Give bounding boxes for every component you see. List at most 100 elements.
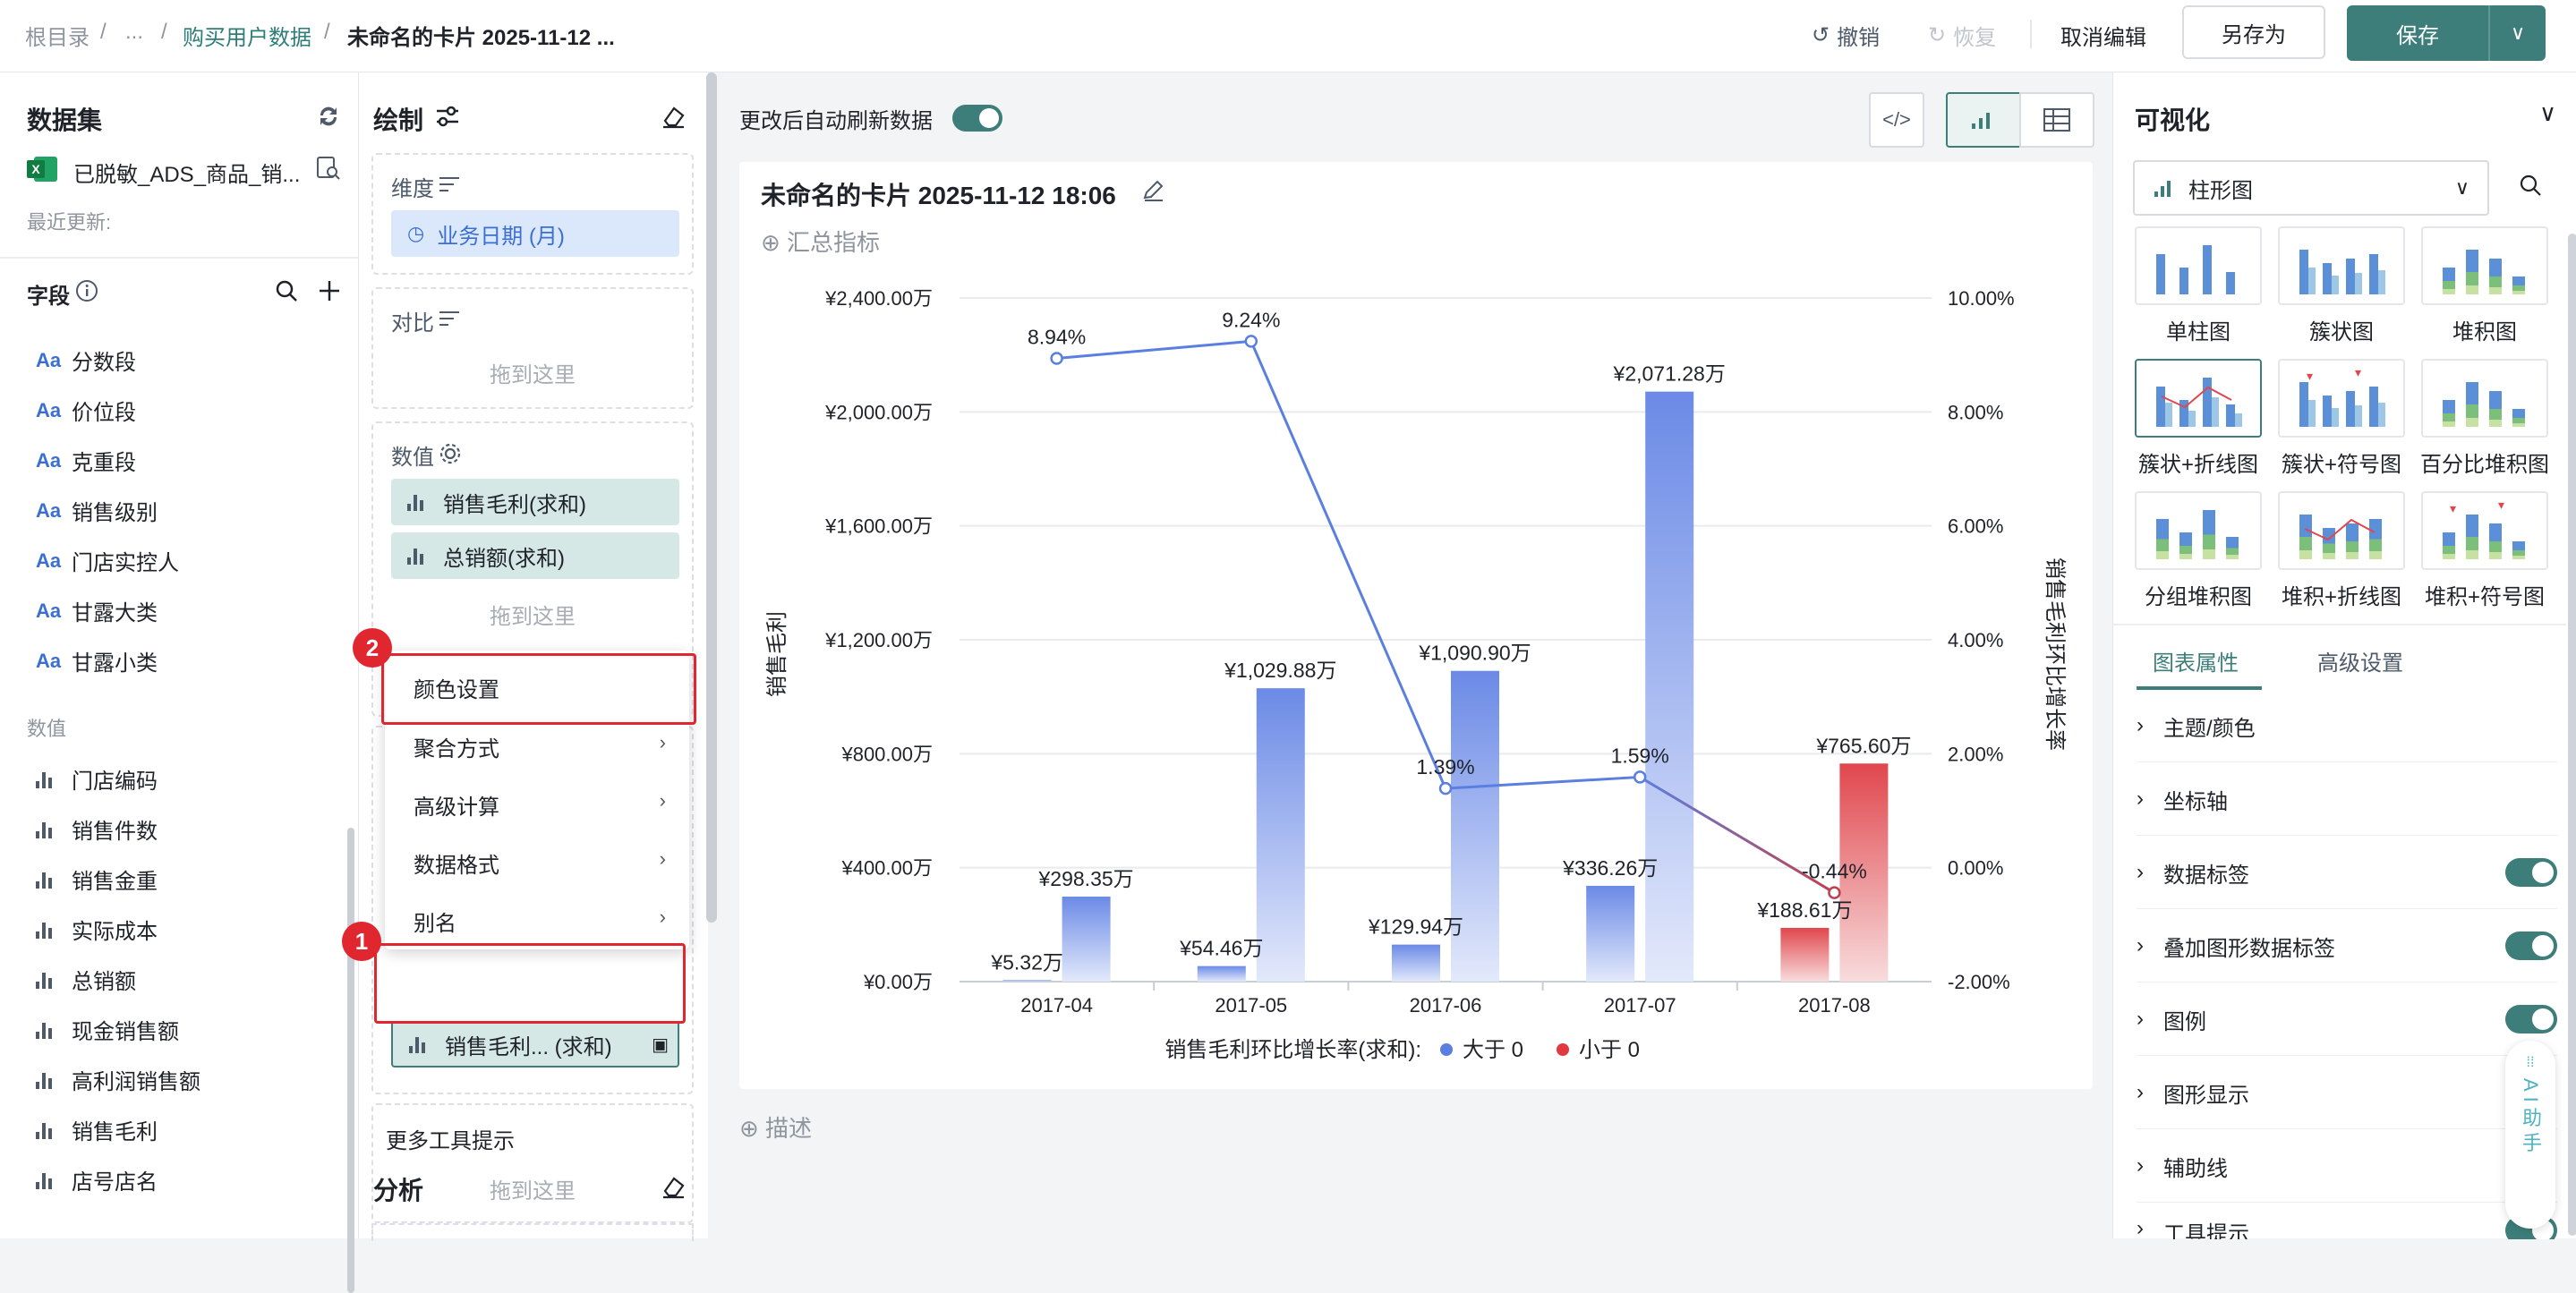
bar-总销额	[1256, 688, 1305, 982]
field-item[interactable]: 销售金重	[36, 863, 158, 895]
viz-panel-scrollbar[interactable]	[2568, 234, 2576, 1236]
drop-placeholder[interactable]: 拖到这里	[490, 1179, 576, 1204]
breadcrumb-dataset[interactable]: 购买用户数据	[183, 26, 311, 50]
search-icon[interactable]	[2518, 173, 2545, 200]
save-as-button[interactable]: 另存为	[2182, 5, 2325, 59]
prop-theme-color[interactable]: › 主题/颜色	[2137, 690, 2557, 762]
chart-type-thumb[interactable]	[2421, 226, 2548, 305]
settings-sliders-icon[interactable]	[434, 103, 461, 130]
menu-item-aggregation[interactable]: 聚合方式	[414, 737, 499, 761]
prop-shape-display[interactable]: › 图形显示	[2137, 1057, 2557, 1129]
field-item[interactable]: 实际成本	[36, 914, 158, 945]
menu-item-alias[interactable]: 别名	[414, 912, 456, 936]
field-item[interactable]: Aa 甘露大类	[36, 595, 158, 626]
add-field-icon[interactable]	[317, 278, 342, 303]
draw-panel-scrollbar[interactable]	[706, 72, 717, 923]
drop-placeholder[interactable]: 拖到这里	[490, 605, 576, 629]
ai-dots-icon: ⁞⁞	[2526, 1055, 2535, 1070]
search-icon[interactable]	[274, 278, 299, 303]
overlay-labels-toggle[interactable]	[2505, 931, 2557, 960]
add-metric-button[interactable]: ⊕ 汇总指标	[761, 225, 880, 258]
prop-data-labels[interactable]: › 数据标签	[2137, 837, 2557, 909]
menu-item-data-format[interactable]: 数据格式	[414, 854, 499, 878]
redo-button[interactable]: ↻ 恢复	[1928, 20, 1996, 51]
breadcrumb-ellipsis[interactable]: ...	[125, 20, 144, 44]
breadcrumb-separator: /	[100, 20, 107, 44]
chart-type-thumb[interactable]	[2135, 491, 2262, 570]
calendar-icon[interactable]: ▣	[652, 1034, 669, 1055]
eraser-icon[interactable]	[660, 1173, 687, 1200]
field-item[interactable]: 销售件数	[36, 813, 158, 845]
code-view-button[interactable]: </>	[1869, 92, 1924, 148]
auto-refresh-toggle[interactable]	[952, 105, 1002, 132]
field-item[interactable]: 高利润销售额	[36, 1064, 200, 1095]
chart-view-button[interactable]	[1946, 92, 2021, 148]
add-description-button[interactable]: ⊕ 描述	[739, 1110, 812, 1144]
info-icon[interactable]	[75, 279, 98, 302]
prop-tooltip[interactable]: › 工具提示	[2137, 1204, 2557, 1239]
undo-button[interactable]: ↺ 撤销	[1812, 20, 1880, 51]
chart-type-select[interactable]: 柱形图 ∨	[2133, 160, 2489, 216]
field-item[interactable]: 销售毛利	[36, 1114, 158, 1145]
menu-item-advanced-calc[interactable]: 高级计算	[414, 795, 499, 820]
field-item[interactable]: Aa 价位段	[36, 395, 136, 426]
chevron-right-icon: ›	[2137, 1153, 2144, 1178]
tooltip-pill[interactable]: 销售毛利... (求和) ▣	[391, 1021, 679, 1068]
field-item[interactable]: 店号店名	[36, 1164, 158, 1195]
prop-guide-lines[interactable]: › 辅助线	[2137, 1130, 2557, 1203]
field-item[interactable]: 现金销售额	[36, 1014, 179, 1045]
bar-chart-icon	[2154, 179, 2178, 197]
gear-icon[interactable]	[438, 441, 463, 466]
edit-pencil-icon[interactable]	[1140, 178, 1165, 203]
value-pill[interactable]: 销售毛利(求和)	[391, 479, 679, 525]
filter-lines-icon[interactable]	[438, 174, 461, 194]
field-item[interactable]: Aa 销售级别	[36, 495, 158, 526]
dataset-preview-icon[interactable]	[315, 155, 342, 182]
chart-type-thumb[interactable]: ▾ ▾	[2421, 491, 2548, 570]
filter-lines-icon[interactable]	[438, 309, 461, 328]
dimension-pill[interactable]: ◷ 业务日期 (月)	[391, 210, 679, 257]
legend-item-positive[interactable]: 大于 0	[1463, 1038, 1523, 1062]
tab-advanced-settings[interactable]: 高级设置	[2317, 651, 2403, 676]
fields-scrollbar[interactable]	[347, 828, 354, 1293]
prop-legend[interactable]: › 图例	[2137, 983, 2557, 1056]
dataset-name[interactable]: 已脱敏_ADS_商品_销...	[73, 163, 301, 187]
legend-toggle[interactable]	[2505, 1005, 2557, 1034]
tab-chart-properties[interactable]: 图表属性	[2153, 651, 2239, 676]
prop-label: 叠加图形数据标签	[2163, 936, 2335, 961]
field-item[interactable]: Aa 克重段	[36, 445, 136, 476]
chart-type-thumb[interactable]	[2135, 359, 2262, 438]
data-labels-toggle[interactable]	[2505, 858, 2557, 887]
table-view-button[interactable]	[2019, 92, 2094, 148]
bar-销售毛利	[1002, 980, 1052, 982]
drop-placeholder[interactable]: 拖到这里	[490, 363, 576, 387]
prop-axis[interactable]: › 坐标轴	[2137, 763, 2557, 836]
chart-type-thumb[interactable]	[2278, 226, 2405, 305]
legend-item-negative[interactable]: 小于 0	[1579, 1038, 1640, 1062]
cancel-edit-button[interactable]: 取消编辑	[2060, 26, 2146, 50]
eraser-icon[interactable]	[660, 103, 687, 130]
chart-type-thumb[interactable]: ▾ ▾	[2278, 359, 2405, 438]
menu-item-color-settings[interactable]: 颜色设置	[414, 678, 499, 702]
field-item[interactable]: Aa 甘露小类	[36, 645, 158, 676]
field-item[interactable]: 门店编码	[36, 763, 158, 795]
field-item[interactable]: Aa 分数段	[36, 345, 136, 376]
chart-type-thumb[interactable]	[2421, 359, 2548, 438]
field-item[interactable]: Aa 门店实控人	[36, 545, 179, 576]
collapse-chevron-icon[interactable]: ∨	[2539, 99, 2557, 126]
save-button[interactable]: 保存	[2396, 23, 2439, 48]
prop-overlay-labels[interactable]: › 叠加图形数据标签	[2137, 910, 2557, 983]
value-pill[interactable]: 总销额(求和)	[391, 532, 679, 579]
save-dropdown-chevron-icon[interactable]: ∨	[2510, 21, 2526, 44]
ai-assistant-button[interactable]: ⁞⁞ AI助手	[2505, 1041, 2555, 1229]
chart-type-thumb[interactable]	[2278, 491, 2405, 570]
chart-type-thumb[interactable]	[2135, 226, 2262, 305]
field-item[interactable]: 总销额	[36, 964, 136, 995]
breadcrumb-root[interactable]: 根目录	[25, 26, 90, 50]
measure-bar-icon	[36, 971, 59, 989]
refresh-dataset-icon[interactable]	[315, 103, 342, 130]
canvas-area: 更改后自动刷新数据 </> 未命名的卡片 2025-11-12 18:06 ⊕ …	[721, 72, 2100, 1238]
field-label: 克重段	[72, 451, 136, 475]
bar-data-label: ¥188.61万	[1756, 898, 1852, 922]
measure-bar-icon	[407, 547, 431, 565]
